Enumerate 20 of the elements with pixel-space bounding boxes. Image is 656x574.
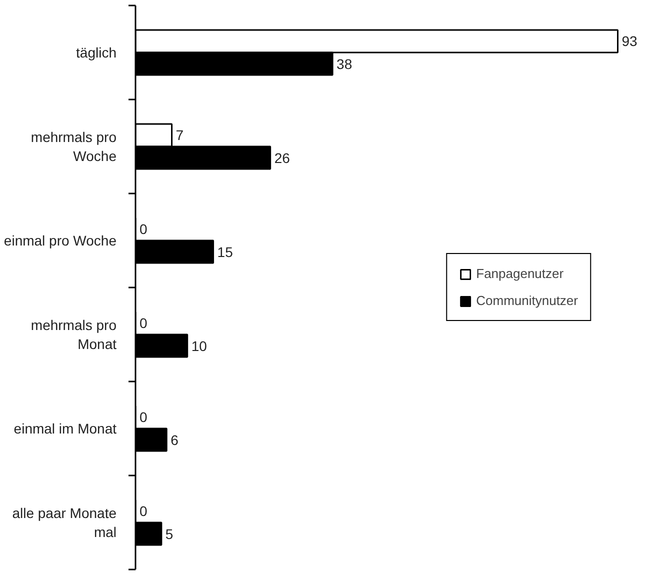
data-label: 0 — [140, 503, 148, 520]
data-label: 15 — [217, 244, 234, 260]
data-label: 26 — [274, 150, 290, 166]
data-label: 0 — [140, 409, 148, 426]
y-tick-label: mehrmals pro Woche — [30, 128, 117, 164]
data-label: 7 — [176, 127, 184, 144]
legend-label: Fanpagenutzer — [476, 266, 564, 281]
y-tick-label: einmal pro Woche — [4, 232, 117, 248]
y-tick-label: mehrmals pro Monat — [30, 316, 117, 352]
data-label: 93 — [622, 33, 638, 50]
data-label: 0 — [140, 315, 148, 332]
data-label: 5 — [165, 526, 174, 542]
y-tick-label: täglich — [76, 44, 116, 60]
legend-label: Communitynutzer — [476, 293, 578, 308]
data-label: 38 — [336, 56, 352, 72]
y-tick-label: alle paar Monate mal — [12, 504, 117, 540]
data-label: 0 — [140, 221, 148, 238]
y-tick-label: einmal im Monat — [14, 420, 117, 436]
data-label: 6 — [170, 432, 179, 448]
data-label: 10 — [191, 338, 208, 354]
